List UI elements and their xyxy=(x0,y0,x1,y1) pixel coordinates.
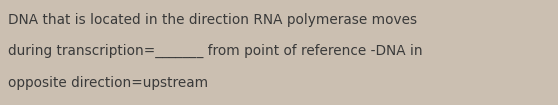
Text: DNA that is located in the direction RNA polymerase moves: DNA that is located in the direction RNA… xyxy=(8,13,417,27)
Text: opposite direction=upstream: opposite direction=upstream xyxy=(8,76,209,90)
Text: during transcription=_______ from point of reference -DNA in: during transcription=_______ from point … xyxy=(8,44,423,58)
